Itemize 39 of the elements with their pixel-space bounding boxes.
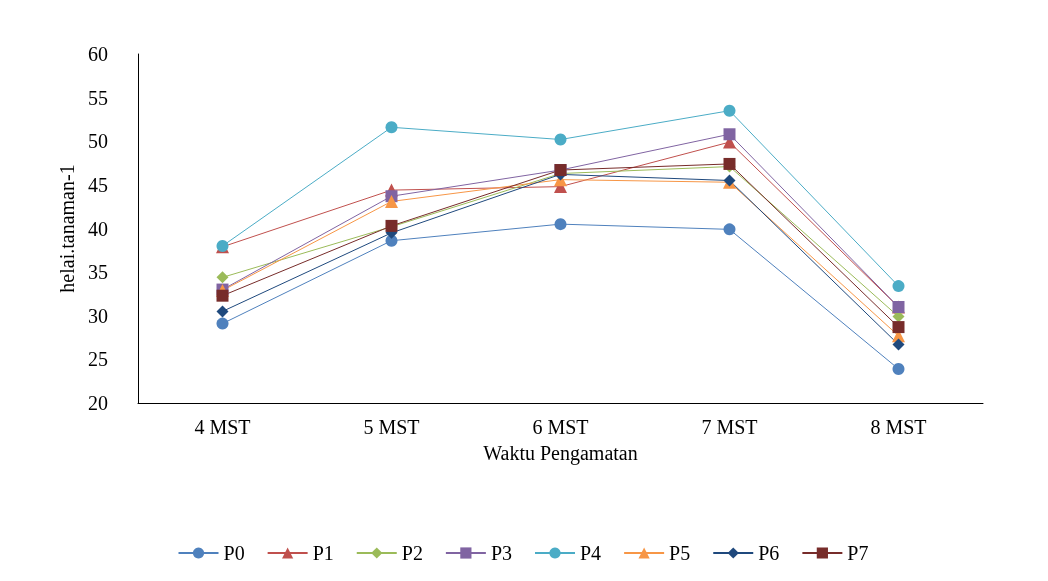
x-tick-label: 4 MST — [194, 416, 251, 438]
legend-label: P5 — [669, 542, 691, 564]
x-tick-label: 8 MST — [870, 416, 927, 438]
x-tick-label: 7 MST — [701, 416, 758, 438]
point — [723, 223, 736, 236]
point — [385, 194, 398, 208]
point — [385, 121, 398, 134]
legend-label: P4 — [580, 542, 602, 564]
legend-label: P2 — [401, 542, 423, 564]
x-tick-label: 6 MST — [532, 416, 589, 438]
legend-label: P1 — [312, 542, 334, 564]
x-tick-label: 5 MST — [363, 416, 420, 438]
legend-label: P7 — [847, 542, 869, 564]
legend-label: P0 — [223, 542, 245, 564]
point — [723, 128, 736, 141]
legend-label: P6 — [758, 542, 780, 564]
legend-label: P3 — [490, 542, 512, 564]
x-axis-title: Waktu Pengamatan — [483, 442, 638, 465]
y-tick-label: 40 — [88, 217, 108, 240]
point — [723, 104, 736, 117]
point — [554, 133, 567, 146]
point — [892, 280, 905, 293]
y-tick-label: 45 — [88, 173, 108, 196]
point — [216, 305, 229, 318]
y-axis-title: helai.tanaman-1 — [56, 164, 79, 293]
y-tick-label: 25 — [88, 348, 108, 371]
y-tick-label: 20 — [88, 392, 108, 414]
point — [892, 362, 905, 375]
point — [216, 289, 229, 302]
point — [554, 218, 567, 231]
point — [216, 317, 229, 330]
y-tick-label: 35 — [88, 261, 108, 284]
point — [216, 271, 229, 284]
y-tick-label: 50 — [88, 130, 108, 153]
y-tick-label: 60 — [88, 43, 108, 65]
point — [892, 338, 905, 351]
y-tick-label: 30 — [88, 304, 108, 327]
y-tick-label: 55 — [88, 86, 108, 109]
point — [892, 321, 905, 334]
